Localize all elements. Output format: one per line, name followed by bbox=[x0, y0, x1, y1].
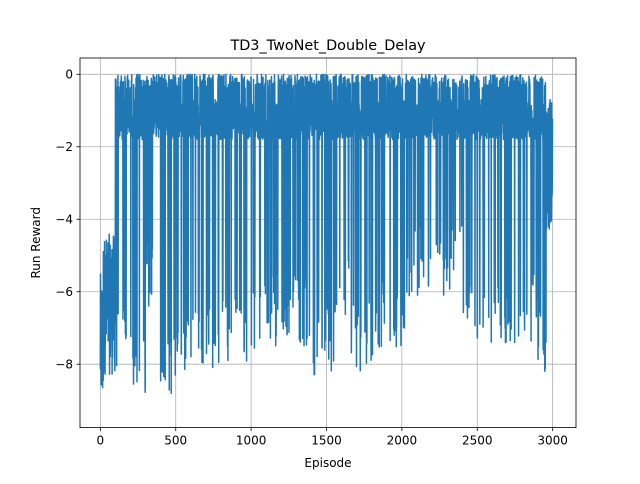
series-line-0 bbox=[99, 73, 554, 395]
x-tick-label: 2000 bbox=[387, 434, 418, 448]
x-tick-label: 3000 bbox=[537, 434, 568, 448]
x-tick-label: 2500 bbox=[462, 434, 493, 448]
x-axis-label: Episode bbox=[304, 456, 351, 470]
y-axis-label: Run Reward bbox=[29, 207, 43, 279]
y-tick-label: −2 bbox=[55, 140, 73, 154]
y-tick-label: 0 bbox=[65, 68, 73, 82]
x-axis: 0 500 1000 1500 2000 2500 3000 bbox=[97, 427, 568, 448]
series-layer bbox=[99, 73, 554, 395]
y-axis: 0 −2 −4 −6 −8 bbox=[55, 68, 80, 371]
chart-title: TD3_TwoNet_Double_Delay bbox=[229, 38, 426, 54]
x-tick-label: 0 bbox=[97, 434, 105, 448]
y-tick-label: −6 bbox=[55, 285, 73, 299]
x-tick-label: 1500 bbox=[311, 434, 342, 448]
axes-frame bbox=[79, 57, 577, 429]
y-tick-label: −8 bbox=[55, 357, 73, 371]
y-tick-label: −4 bbox=[55, 213, 73, 227]
x-tick-label: 500 bbox=[164, 434, 187, 448]
x-tick-label: 1000 bbox=[236, 434, 267, 448]
